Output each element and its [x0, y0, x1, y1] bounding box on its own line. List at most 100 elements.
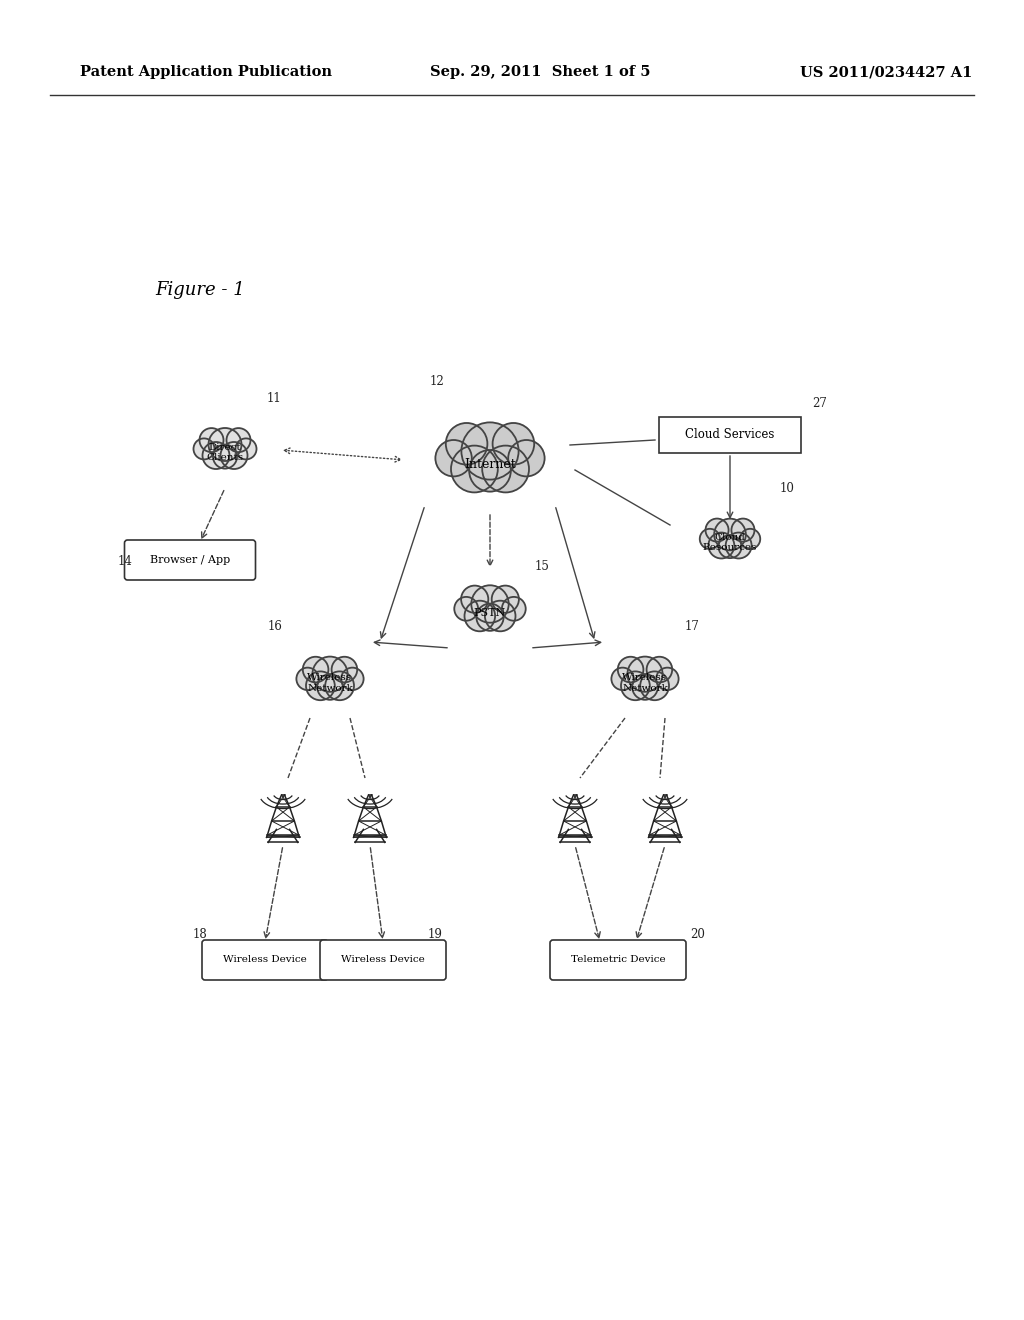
Circle shape — [502, 597, 525, 620]
Circle shape — [312, 656, 347, 692]
Circle shape — [492, 586, 519, 612]
Circle shape — [296, 668, 318, 690]
Circle shape — [492, 586, 519, 612]
Circle shape — [471, 585, 509, 623]
Circle shape — [617, 657, 643, 682]
Circle shape — [621, 672, 650, 700]
Text: Wireless Device: Wireless Device — [341, 956, 425, 965]
Circle shape — [726, 532, 752, 558]
Text: PSTN: PSTN — [474, 609, 506, 618]
Circle shape — [455, 597, 478, 620]
Circle shape — [482, 446, 529, 492]
Circle shape — [341, 668, 364, 690]
Circle shape — [306, 672, 335, 700]
Circle shape — [640, 672, 669, 700]
Circle shape — [326, 672, 354, 700]
Circle shape — [465, 601, 495, 631]
Circle shape — [628, 656, 663, 692]
Circle shape — [699, 529, 720, 549]
Circle shape — [203, 442, 229, 469]
Circle shape — [465, 601, 495, 631]
Circle shape — [709, 532, 734, 558]
Circle shape — [493, 422, 535, 465]
Circle shape — [719, 535, 741, 558]
Circle shape — [709, 532, 734, 558]
Text: 19: 19 — [428, 928, 442, 941]
Text: US 2011/0234427 A1: US 2011/0234427 A1 — [800, 65, 973, 79]
Circle shape — [220, 442, 248, 469]
FancyBboxPatch shape — [125, 540, 256, 579]
Circle shape — [714, 519, 745, 550]
Circle shape — [445, 422, 487, 465]
Circle shape — [209, 428, 242, 461]
Circle shape — [194, 438, 214, 459]
Circle shape — [646, 657, 672, 682]
Circle shape — [220, 442, 248, 469]
Text: Figure - 1: Figure - 1 — [155, 281, 245, 300]
Circle shape — [471, 585, 509, 623]
Circle shape — [236, 438, 256, 459]
Circle shape — [213, 445, 237, 469]
Circle shape — [296, 668, 318, 690]
Text: 16: 16 — [268, 620, 283, 634]
Circle shape — [461, 586, 488, 612]
Circle shape — [706, 519, 728, 541]
Circle shape — [476, 603, 504, 631]
Circle shape — [341, 668, 364, 690]
Text: Cloud
Resources: Cloud Resources — [702, 533, 757, 553]
Text: 10: 10 — [780, 482, 795, 495]
Circle shape — [632, 675, 657, 700]
Circle shape — [332, 657, 357, 682]
Text: 15: 15 — [535, 560, 550, 573]
Circle shape — [194, 438, 214, 459]
Circle shape — [455, 597, 478, 620]
Circle shape — [200, 428, 223, 451]
Circle shape — [699, 529, 720, 549]
Circle shape — [482, 446, 529, 492]
Circle shape — [462, 422, 518, 479]
Circle shape — [306, 672, 335, 700]
Circle shape — [451, 446, 498, 492]
Circle shape — [621, 672, 650, 700]
Circle shape — [726, 532, 752, 558]
Circle shape — [640, 672, 669, 700]
Circle shape — [656, 668, 679, 690]
Text: Wireless Device: Wireless Device — [223, 956, 307, 965]
Circle shape — [740, 529, 760, 549]
FancyBboxPatch shape — [319, 940, 446, 979]
Circle shape — [485, 601, 515, 631]
Circle shape — [714, 519, 745, 550]
FancyBboxPatch shape — [550, 940, 686, 979]
Circle shape — [740, 529, 760, 549]
Circle shape — [445, 422, 487, 465]
Circle shape — [435, 440, 472, 477]
Text: Cloud Services: Cloud Services — [685, 429, 775, 441]
Circle shape — [628, 656, 663, 692]
Circle shape — [435, 440, 472, 477]
Circle shape — [485, 601, 515, 631]
Text: 18: 18 — [193, 928, 208, 941]
Circle shape — [213, 445, 237, 469]
Text: Wireless
Network: Wireless Network — [622, 673, 668, 693]
Text: Wireless
Network: Wireless Network — [307, 673, 353, 693]
Text: Sep. 29, 2011  Sheet 1 of 5: Sep. 29, 2011 Sheet 1 of 5 — [430, 65, 650, 79]
Circle shape — [451, 446, 498, 492]
Circle shape — [617, 657, 643, 682]
Circle shape — [332, 657, 357, 682]
Text: 20: 20 — [690, 928, 705, 941]
Circle shape — [611, 668, 634, 690]
Circle shape — [209, 428, 242, 461]
Text: Internet: Internet — [464, 458, 516, 471]
Text: 17: 17 — [685, 620, 699, 634]
Circle shape — [326, 672, 354, 700]
Circle shape — [469, 450, 511, 491]
Circle shape — [731, 519, 755, 541]
Circle shape — [719, 535, 741, 558]
Circle shape — [502, 597, 525, 620]
Text: Patent Application Publication: Patent Application Publication — [80, 65, 332, 79]
Text: Telemetric Device: Telemetric Device — [570, 956, 666, 965]
Text: Direct
Clients: Direct Clients — [207, 444, 244, 462]
Circle shape — [226, 428, 251, 451]
Text: Browser / App: Browser / App — [150, 554, 230, 565]
Circle shape — [646, 657, 672, 682]
